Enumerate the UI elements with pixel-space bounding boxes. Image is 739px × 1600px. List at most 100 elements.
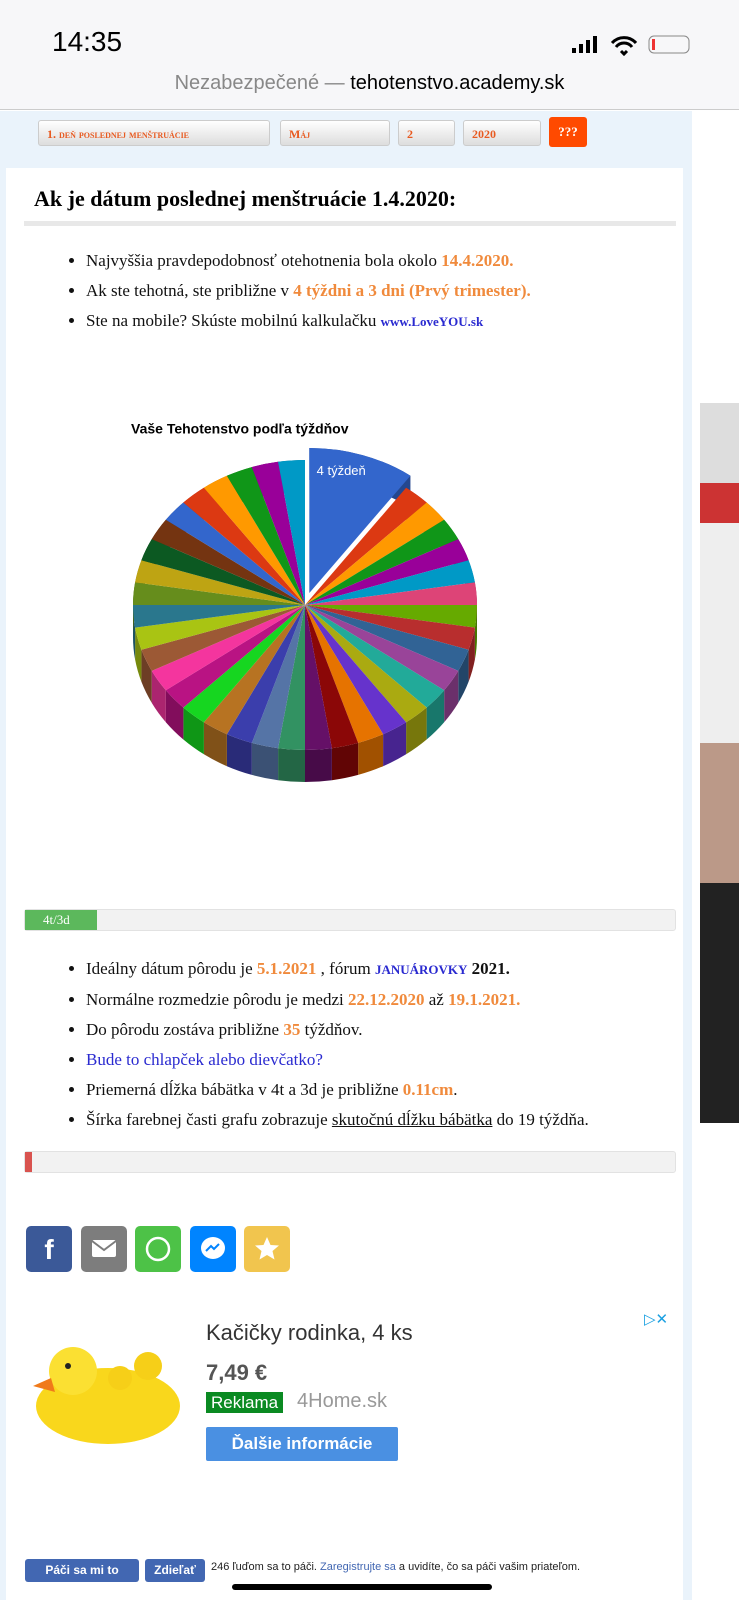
- status-time: 14:35: [52, 26, 123, 57]
- pie-slice: [309, 448, 411, 593]
- pie-slice: [135, 605, 305, 650]
- pie-slice: [203, 475, 305, 605]
- text: 246 ľuďom sa to páči.: [211, 1561, 317, 1573]
- ad-shop: 4Home.sk: [297, 1390, 388, 1412]
- pie-slice: [305, 605, 469, 671]
- highlight: 0.11cm: [402, 1080, 454, 1099]
- list-item: Ak ste tehotná, ste približne v 4 týždni…: [86, 276, 531, 306]
- list: Ideálny dátum pôrodu je 5.1.2021 , fórum…: [0, 954, 589, 1135]
- pie-slice: [305, 487, 427, 605]
- fb-like[interactable]: Páči sa mi to: [25, 1559, 139, 1582]
- ad-image: [28, 1336, 188, 1451]
- select[interactable]: 1. deň poslednej menštruácie: [38, 120, 270, 146]
- pie-slice: [226, 467, 305, 605]
- status-icons: [572, 34, 694, 61]
- pie-slice: [305, 605, 445, 708]
- list-item: Normálne rozmedzie pôrodu je medzi 22.12…: [86, 985, 589, 1015]
- pie-slice-side: [135, 627, 142, 682]
- highlight: 35: [283, 1020, 301, 1039]
- pie-slice: [165, 502, 305, 605]
- link[interactable]: JANUÁROVKY: [374, 962, 468, 977]
- text: Ideálny dátum pôrodu je: [86, 959, 257, 978]
- share-bookmark[interactable]: [244, 1226, 290, 1272]
- highlight: 4 týždni a 3 dni (Prvý trimester).: [293, 281, 531, 300]
- pie-slice: [305, 539, 469, 605]
- ad-choices[interactable]: ▷✕: [644, 1312, 669, 1328]
- home-indicator: [232, 1584, 492, 1590]
- fb-share[interactable]: Zdieľať: [145, 1559, 205, 1582]
- pie-slice-side: [305, 748, 332, 782]
- pie-chart: Vaše Tehotenstvo podľa týždňov 4 týždeň: [131, 421, 477, 782]
- text: Šírka farebnej časti grafu zobrazuje: [86, 1110, 332, 1129]
- pie-slice: [305, 605, 477, 628]
- text: 2021.: [467, 959, 510, 978]
- pie-slice: [305, 605, 459, 691]
- pie-slice-side: [226, 734, 252, 775]
- pie-slice: [135, 560, 305, 605]
- pie-slice: [305, 605, 475, 650]
- pie-slice-side: [183, 707, 204, 755]
- content-card: [6, 168, 683, 1600]
- highlight: 22.12.2020: [347, 990, 425, 1009]
- ad-button[interactable]: Ďalšie informácie: [206, 1427, 398, 1461]
- select[interactable]: 2020: [463, 120, 541, 146]
- list-item: Šírka farebnej časti grafu zobrazuje sku…: [86, 1105, 589, 1135]
- highlight: 5.1.2021: [256, 959, 317, 978]
- progress-bar: [24, 1151, 676, 1173]
- list-item: Ideálny dátum pôrodu je 5.1.2021 , fórum…: [86, 954, 589, 985]
- pie-slice: [305, 605, 384, 743]
- pie-slice: [133, 582, 305, 605]
- select[interactable]: Máj: [280, 120, 390, 146]
- list-item: Najvyššia pravdepodobnosť otehotnenia bo…: [86, 246, 531, 276]
- ad-price: 7,49 €: [206, 1360, 268, 1385]
- pie-slice: [305, 605, 427, 723]
- pie-slice: [305, 560, 475, 605]
- pie-slice: [251, 461, 305, 605]
- share-email[interactable]: [81, 1226, 127, 1272]
- text: Priemerná dĺžka bábätka v 4t a 3d je pri…: [86, 1080, 403, 1099]
- pie-slice: [183, 487, 305, 605]
- highlight: 19.1.2021.: [448, 990, 521, 1009]
- pie-slice: [141, 539, 305, 605]
- ad-badge: Reklama: [206, 1392, 284, 1413]
- share-whatsapp[interactable]: [135, 1226, 181, 1272]
- list: Najvyššia pravdepodobnosť otehotnenia bo…: [0, 246, 531, 337]
- share-messenger[interactable]: [190, 1226, 236, 1272]
- url-bar[interactable]: Nezabezpečené — tehotenstvo.academy.sk: [0, 72, 739, 95]
- link[interactable]: Zaregistrujte sa: [320, 1561, 396, 1573]
- text: a uvidíte, čo sa páči vašim priateľom.: [398, 1561, 581, 1573]
- pie-slice-side: [331, 742, 359, 781]
- pie-slice: [305, 605, 332, 750]
- link[interactable]: www.LoveYOU.sk: [380, 314, 484, 329]
- divider: [24, 221, 676, 226]
- pie-slice: [251, 605, 305, 749]
- pie-slice-side: [358, 734, 384, 775]
- chart-title: Vaše Tehotenstvo podľa týždňov: [131, 421, 349, 437]
- pie-slice-side: [141, 649, 152, 703]
- share-facebook[interactable]: f: [26, 1226, 72, 1272]
- pie-slice: [133, 605, 305, 628]
- pie-slice: [305, 502, 445, 605]
- pie-slice-side: [251, 742, 279, 781]
- text: , fórum: [316, 959, 375, 978]
- pie-slice: [305, 519, 459, 605]
- ad-title[interactable]: Kačičky rodinka, 4 ks: [206, 1320, 413, 1345]
- submit-button[interactable]: ???: [549, 117, 587, 147]
- pie-slice-side: [203, 722, 227, 767]
- pie-slice-side: [426, 690, 445, 740]
- link[interactable]: skutočnú dĺžku bábätka: [331, 1110, 493, 1129]
- pie-slice: [226, 605, 305, 743]
- text: do 19 týždňa.: [492, 1110, 589, 1129]
- text: Ak ste tehotná, ste približne v: [86, 281, 294, 300]
- heading: Ak je dátum poslednej menštruácie 1.4.20…: [34, 186, 457, 211]
- pie-slice-side: [444, 670, 459, 723]
- pie-slice-side: [278, 748, 305, 782]
- pie-slice: [151, 519, 305, 605]
- browser-chrome: 14:35 Nezabezpečené — tehotenstvo.academ…: [0, 0, 739, 110]
- link[interactable]: Bude to chlapček alebo dievčatko?: [86, 1050, 323, 1069]
- pie-slice: [278, 460, 305, 605]
- select[interactable]: 2: [398, 120, 455, 146]
- pie-slice-side: [474, 605, 477, 660]
- list-item: Bude to chlapček alebo dievčatko?: [86, 1045, 589, 1075]
